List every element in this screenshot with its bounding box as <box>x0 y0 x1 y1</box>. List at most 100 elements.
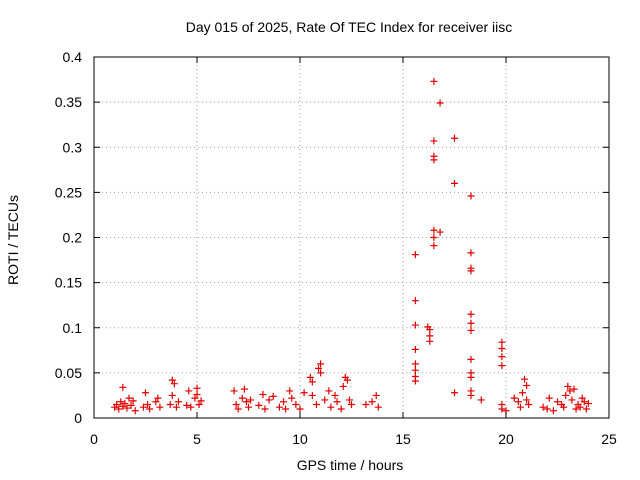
data-point <box>168 391 176 399</box>
data-point <box>172 403 180 411</box>
data-point <box>113 400 121 408</box>
data-point <box>549 407 557 415</box>
data-point <box>195 400 203 408</box>
data-point <box>230 387 238 395</box>
data-point <box>327 403 335 411</box>
y-tick-label: 0 <box>74 410 82 426</box>
data-point <box>166 400 174 408</box>
data-point <box>467 391 475 399</box>
data-point <box>521 375 529 383</box>
chart-title: Day 015 of 2025, Rate Of TEC Index for r… <box>186 19 513 35</box>
grid-layer <box>94 57 609 418</box>
data-point <box>498 338 506 346</box>
data-point <box>321 396 329 404</box>
data-point <box>174 398 182 406</box>
data-point <box>451 179 458 187</box>
data-point <box>467 310 475 318</box>
data-point <box>566 387 574 395</box>
data-point <box>300 389 308 397</box>
data-point <box>580 398 588 406</box>
data-point <box>584 400 592 408</box>
x-tick-label: 20 <box>498 431 514 447</box>
data-point <box>288 394 296 402</box>
data-point <box>430 156 438 164</box>
data-point <box>339 382 347 390</box>
data-point <box>259 391 267 399</box>
data-point <box>430 226 438 234</box>
data-point <box>523 382 531 390</box>
data-point <box>467 373 475 381</box>
data-point <box>498 362 506 370</box>
data-point <box>146 405 154 413</box>
data-point <box>570 385 578 393</box>
data-point <box>467 249 475 257</box>
data-point <box>245 403 252 411</box>
data-point <box>185 387 193 395</box>
data-point <box>152 398 160 406</box>
data-point <box>331 391 339 399</box>
x-tick-label: 25 <box>601 431 617 447</box>
x-tick-labels: 0 5 10 15 20 25 <box>90 431 617 447</box>
data-point <box>498 405 506 413</box>
data-point <box>374 403 382 411</box>
y-tick-labels: 0 0.05 0.1 0.15 0.2 0.25 0.3 0.35 0.4 <box>55 49 82 426</box>
data-point <box>187 403 195 411</box>
y-tick-label: 0.3 <box>63 139 83 155</box>
data-point <box>518 389 526 397</box>
data-point <box>436 99 444 107</box>
plot-frame <box>93 56 610 419</box>
data-point <box>337 405 345 413</box>
data-point <box>411 297 419 305</box>
data-point <box>451 389 458 397</box>
data-point <box>183 401 191 409</box>
data-point <box>539 403 547 411</box>
data-point <box>156 403 164 411</box>
data-point <box>242 398 250 406</box>
data-point <box>308 378 316 386</box>
data-point <box>430 77 438 85</box>
data-point <box>426 326 434 334</box>
data-point <box>193 391 201 399</box>
data-point <box>467 267 475 275</box>
data-point <box>197 397 205 405</box>
data-point <box>238 394 246 402</box>
data-point <box>543 405 551 413</box>
data-point <box>514 398 522 406</box>
data-point <box>232 400 240 408</box>
data-point <box>436 228 444 236</box>
y-tick-label: 0.1 <box>63 320 83 336</box>
data-point <box>193 384 201 392</box>
data-point <box>516 403 524 411</box>
data-point <box>411 251 419 259</box>
data-point <box>234 405 242 413</box>
data-point <box>292 400 300 408</box>
data-point <box>144 400 152 408</box>
data-point <box>568 396 576 404</box>
data-point <box>115 405 123 413</box>
data-point <box>411 377 419 385</box>
axis-ticks <box>93 56 610 419</box>
data-points <box>111 77 592 415</box>
data-point <box>261 405 269 413</box>
data-point <box>572 405 580 413</box>
data-point <box>315 364 323 372</box>
data-point <box>265 396 273 404</box>
data-point <box>191 394 199 402</box>
y-tick-label: 0.05 <box>55 365 82 381</box>
data-point <box>426 337 434 345</box>
data-point <box>348 400 355 408</box>
data-point <box>411 321 419 329</box>
data-point <box>578 394 586 402</box>
data-point <box>269 392 277 400</box>
data-point <box>523 396 531 404</box>
data-point <box>467 355 475 363</box>
x-axis-title: GPS time / hours <box>297 457 404 473</box>
data-point <box>139 403 147 411</box>
data-point <box>562 391 570 399</box>
data-point <box>411 366 419 374</box>
data-point <box>119 383 127 391</box>
y-axis-title: ROTI / TECUs <box>5 195 21 285</box>
data-point <box>345 396 353 404</box>
data-point <box>127 401 135 409</box>
